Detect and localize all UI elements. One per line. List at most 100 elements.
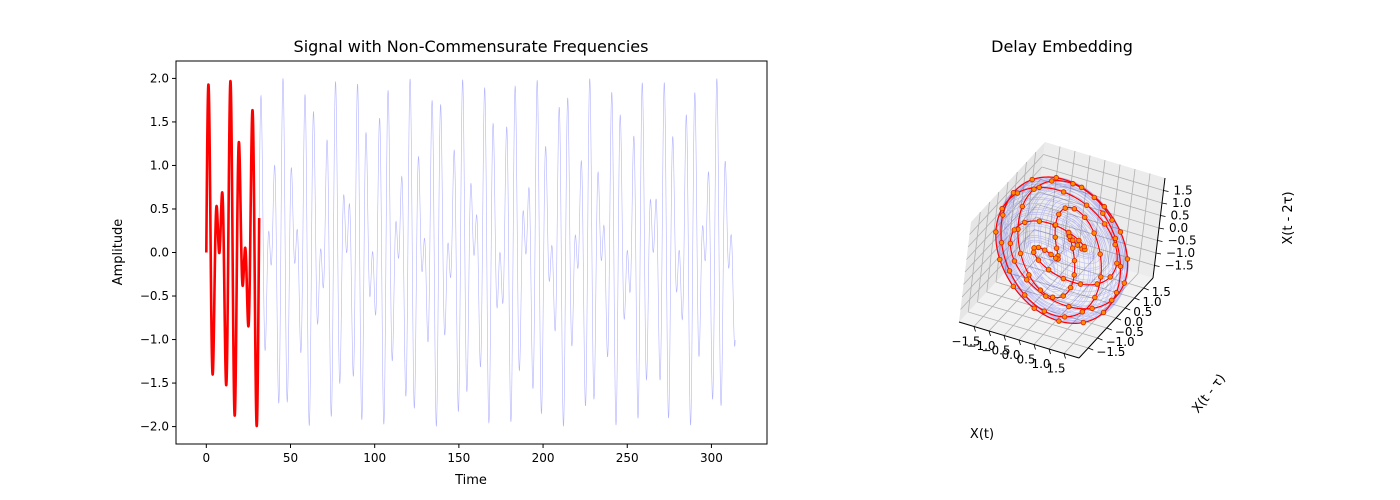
embedding-point [1074,242,1081,248]
signal-chart: Signal with Non-Commensurate Frequencies… [111,37,768,488]
z-tick-label: 0.0 [1169,221,1188,235]
z-axis-label: X(t - 2τ) [1281,191,1296,244]
embedding-point [1066,303,1072,310]
embedding-point [1091,230,1097,236]
embedding-point [1019,203,1026,210]
axis-line [1115,317,1122,321]
plot-lines [205,78,736,428]
embedding-point [1043,293,1049,299]
embedding-point [1070,237,1076,243]
embedding-point [1011,258,1018,264]
grid-line [1041,166,1163,204]
axis-line [1155,252,1162,255]
x-tick-label: 0.5 [1016,353,1035,367]
axis-line [1134,297,1140,301]
axes-panes [959,142,1165,358]
embedding-point [1061,314,1068,320]
embedding-point [999,205,1005,212]
axis-line [1143,287,1149,291]
y-tick-label: 2.0 [150,71,169,85]
axis-ticks: 0 50 100 150 200 250 300 −2.0 −1.5 −1.0 −0.5 0.0 0.5… [140,71,723,465]
grid-line [995,281,1117,319]
embedding-point [1101,221,1108,227]
embedding-point [1014,190,1021,196]
y-tick-label: 1.0 [1143,295,1162,309]
y-tick-label: −1.0 [140,333,169,347]
embedding-point [997,256,1003,263]
embedding-point [1094,281,1100,287]
embedding-point [1029,176,1035,183]
embedding-point [1098,274,1104,280]
axis-line [1160,215,1166,217]
y-tick-label: −0.5 [1115,325,1144,339]
grid-line [1038,191,1160,229]
embedding-point [1036,218,1043,224]
embedding-point [1124,256,1131,262]
x-tick-label: 50 [283,451,298,465]
y-tick-label: −0.5 [140,289,169,303]
embedding-point [1022,292,1028,298]
grid-line [1063,273,1139,354]
embedding-point [1056,318,1062,324]
embedding-point [1060,275,1067,282]
y-tick-label: 1.0 [150,158,169,172]
embedding-point [1060,189,1067,195]
y-tick-label: 1.5 [150,115,169,129]
embedding-point [1079,309,1086,315]
x-tick-label: 200 [532,451,555,465]
embedding-point [1109,217,1115,223]
embedding-point [1011,227,1018,233]
x-tick-label: −1.5 [951,335,980,349]
z-tick-label: −1.0 [1166,246,1195,260]
embedding-point [1080,319,1087,326]
axis-line [1163,190,1169,192]
embedding-point [1030,249,1037,255]
embedding-point [1052,234,1058,240]
z-tick-label: −1.5 [1165,259,1194,273]
embedding-point [1071,206,1078,212]
y-tick-label: −1.5 [140,376,169,390]
axis-line [1106,327,1112,331]
x-tick-label: −1.0 [966,339,995,353]
embedding-point [1031,305,1037,311]
grid-line [1107,164,1121,265]
trajectories [993,175,1131,326]
embedding-point [1036,184,1042,191]
embedding-point [1041,308,1048,314]
embedding-point [1100,210,1106,216]
embedding-point [1000,212,1006,218]
embedding-point [1097,251,1103,257]
grid-line [1033,264,1109,345]
embedding-point [1010,283,1017,290]
embedding-point [1091,194,1097,201]
axis-line [1158,227,1165,230]
embedding-point [998,239,1005,246]
x-axis-label: Time [454,473,487,488]
x-tick-label: 1.0 [1031,357,1050,371]
axis-line [1003,335,1006,341]
embedding-point [1066,229,1072,236]
embedding-point [1114,260,1120,266]
embedding-point [1024,277,1030,283]
embedding-point [1017,250,1024,257]
embedding-point [1112,241,1118,248]
embedding-point [1031,245,1037,251]
x-tick-label: 1.5 [1046,362,1065,376]
embedding-point [1052,222,1059,228]
grid-line [1023,151,1037,253]
embedding-point [1007,240,1014,247]
embedding-point [1100,309,1107,316]
embedding-point [993,229,999,235]
x-tick-label: 150 [447,451,470,465]
embedding-point [1083,202,1090,208]
z-tick-label: 1.5 [1174,184,1193,198]
embedding-point [1070,181,1076,187]
x-tick-label: −0.5 [981,344,1010,358]
grid-line [1122,168,1136,270]
y-tick-label: −2.0 [140,420,169,434]
embedding-point [1089,305,1095,312]
signal-line-full [206,78,736,427]
z-tick-label: 0.5 [1171,209,1190,223]
grid-line [969,154,1044,235]
